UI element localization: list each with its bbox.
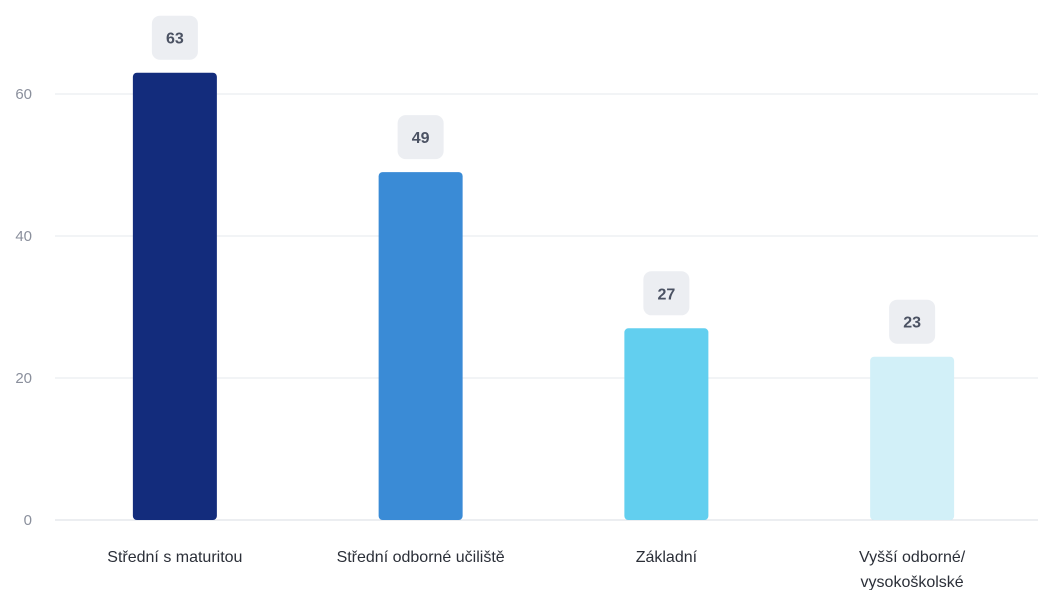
bar: [870, 356, 955, 520]
bar: [378, 172, 463, 520]
y-tick-label: 60: [15, 86, 32, 103]
x-tick-label: vysokoškolské: [861, 574, 964, 590]
y-tick-label: 0: [24, 512, 32, 529]
data-label: 63: [166, 31, 184, 48]
bar: [132, 72, 217, 520]
y-tick-label: 40: [15, 228, 32, 245]
x-tick-label: Vyšší odborné/: [859, 549, 966, 566]
x-tick-label: Střední odborné učiliště: [337, 549, 505, 566]
data-label-badge: [643, 271, 690, 316]
bar: [624, 328, 709, 520]
data-label-badge: [151, 15, 198, 60]
x-tick-label: Střední s maturitou: [107, 549, 242, 566]
data-label-badge: [397, 115, 444, 160]
data-label: 49: [412, 130, 430, 147]
x-tick-label: Základní: [636, 549, 698, 566]
data-label-badge: [889, 299, 936, 344]
data-label: 27: [657, 286, 675, 303]
data-label: 23: [903, 315, 921, 332]
y-tick-label: 20: [15, 370, 32, 387]
